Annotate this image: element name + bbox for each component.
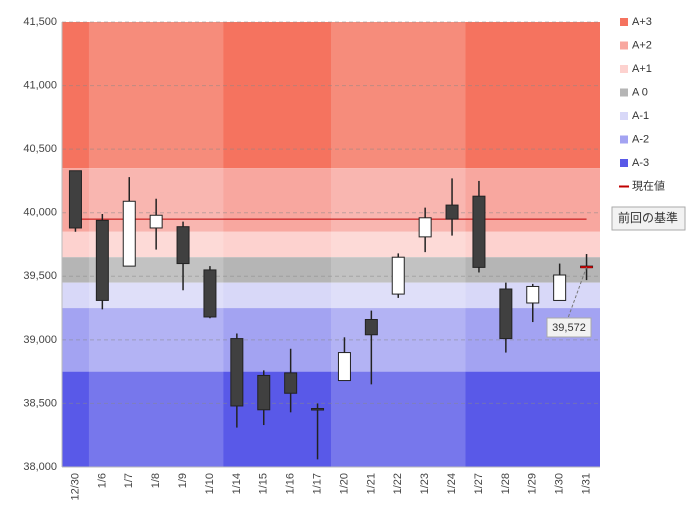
week-stripe	[331, 22, 466, 467]
x-tick-label: 1/29	[527, 473, 539, 494]
x-tick-label: 1/14	[231, 473, 243, 494]
legend-label: 現在値	[632, 179, 665, 192]
legend-label: A+1	[632, 63, 652, 75]
candle-body	[68, 170, 82, 229]
candle-body	[203, 269, 217, 318]
legend-label: A-1	[632, 110, 649, 122]
x-tick-label: 1/6	[96, 473, 108, 488]
legend-swatch	[620, 41, 628, 50]
candle-body	[95, 219, 109, 301]
legend-label: A+3	[632, 16, 652, 28]
x-tick-label: 1/10	[204, 473, 216, 494]
y-tick-label: 39,000	[23, 334, 57, 346]
candle-body	[526, 285, 540, 304]
candle-body	[445, 204, 459, 220]
annotation-label: 39,572	[552, 322, 586, 334]
zone	[62, 22, 600, 169]
annotation-box	[546, 317, 592, 338]
y-tick-label: 38,500	[23, 397, 57, 409]
candle-body	[364, 319, 378, 336]
annotation-leader	[567, 266, 588, 319]
zone	[62, 371, 600, 467]
x-tick-label: 1/30	[554, 473, 566, 494]
x-tick-label: 1/15	[258, 473, 270, 494]
legend-label: A-3	[632, 157, 649, 169]
candle-body	[337, 352, 351, 382]
y-tick-label: 41,000	[23, 79, 57, 91]
candle-body	[418, 217, 432, 238]
x-tick-label: 1/20	[338, 473, 350, 494]
legend-label: A-2	[632, 133, 649, 145]
x-tick-label: 1/9	[177, 473, 189, 488]
candle-body	[176, 226, 190, 265]
candle-body	[391, 256, 405, 295]
legend-label: A+2	[632, 39, 652, 51]
x-tick-label: 1/31	[580, 473, 592, 494]
candle-body	[499, 288, 513, 340]
y-tick-label: 38,000	[23, 461, 57, 473]
x-tick-label: 1/28	[500, 473, 512, 494]
reference-label: 前回の基準	[618, 210, 678, 225]
zone	[62, 257, 600, 283]
candle-body	[149, 214, 163, 229]
x-tick-label: 1/16	[285, 473, 297, 494]
x-tick-label: 1/27	[473, 473, 485, 494]
y-tick-label: 40,500	[23, 143, 57, 155]
candle-body	[230, 338, 244, 407]
legend-swatch	[620, 112, 628, 120]
x-tick-label: 1/24	[446, 473, 458, 494]
legend-swatch	[620, 88, 628, 97]
legend-swatch	[620, 65, 628, 73]
candle-body	[553, 274, 567, 301]
x-tick-label: 12/30	[69, 473, 81, 501]
candle-body	[284, 372, 298, 394]
x-tick-label: 1/17	[311, 473, 323, 494]
x-tick-label: 1/23	[419, 473, 431, 494]
legend-swatch	[620, 135, 628, 144]
x-tick-label: 1/22	[392, 473, 404, 494]
legend-swatch	[620, 159, 628, 167]
zone	[62, 231, 600, 258]
legend-label: A 0	[632, 86, 648, 98]
y-tick-label: 41,500	[23, 16, 57, 28]
candle-body	[257, 374, 271, 411]
candle-body	[311, 408, 325, 411]
candle-body	[122, 200, 136, 267]
x-tick-label: 1/21	[365, 473, 377, 494]
y-tick-label: 40,000	[23, 207, 57, 219]
x-tick-label: 1/7	[123, 473, 135, 488]
candle-body	[472, 195, 486, 268]
legend-swatch	[620, 18, 628, 26]
y-tick-label: 39,500	[23, 270, 57, 282]
reference-label-box	[611, 206, 686, 231]
x-tick-label: 1/8	[150, 473, 162, 488]
